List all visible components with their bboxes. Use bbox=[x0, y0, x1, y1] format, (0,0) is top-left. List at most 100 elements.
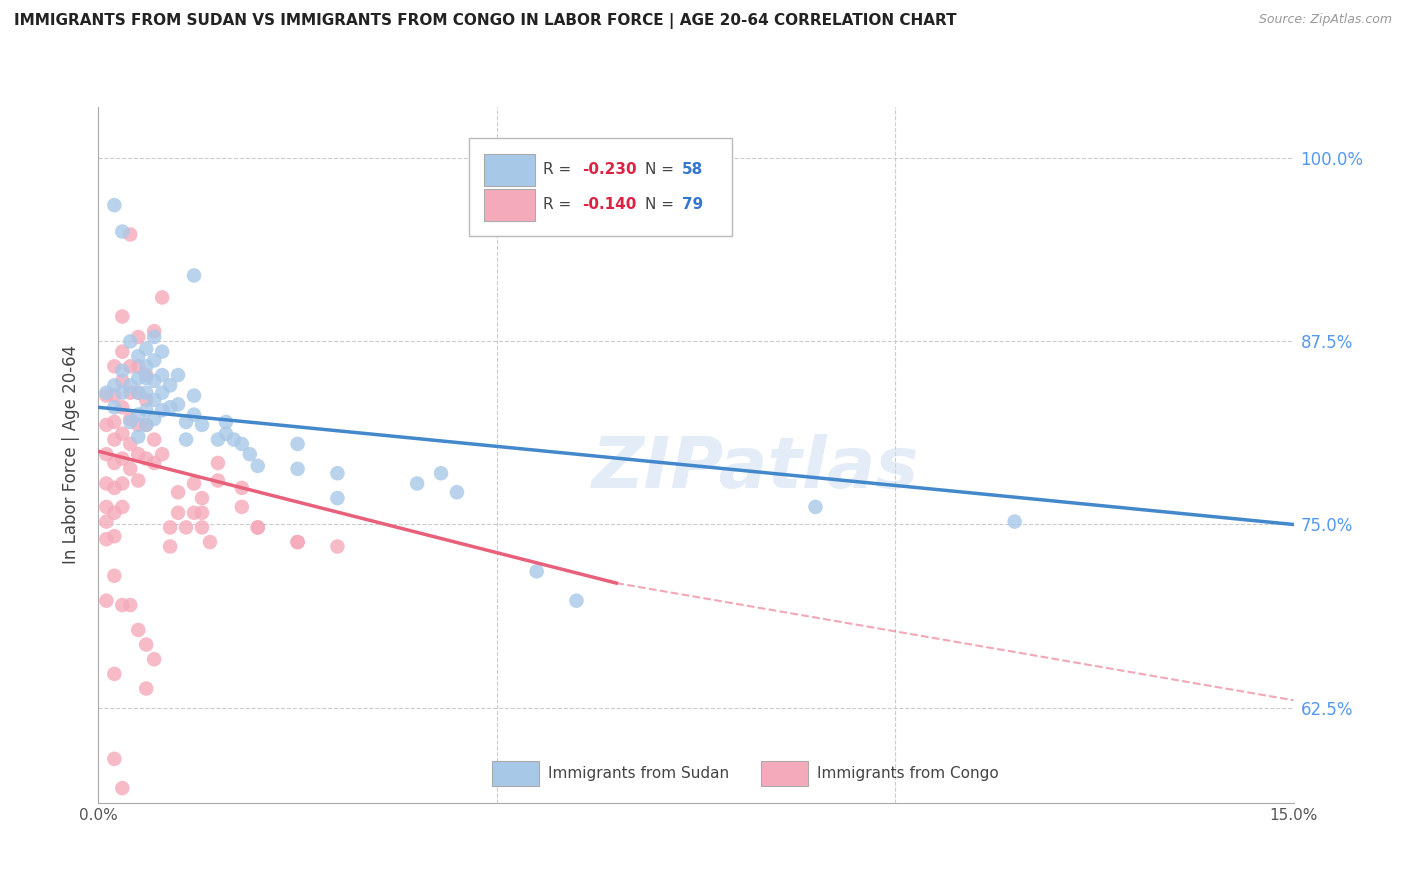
Point bbox=[120, 437, 142, 451]
FancyBboxPatch shape bbox=[761, 761, 808, 786]
Point bbox=[111, 225, 134, 239]
Point bbox=[120, 415, 142, 429]
Point bbox=[127, 474, 149, 488]
Point bbox=[111, 476, 134, 491]
Point bbox=[111, 451, 134, 466]
Point bbox=[103, 666, 125, 681]
Point bbox=[111, 598, 134, 612]
Point bbox=[111, 310, 134, 324]
Point bbox=[111, 364, 134, 378]
Point bbox=[103, 415, 125, 429]
Point bbox=[127, 447, 149, 461]
Point bbox=[246, 520, 269, 534]
Point bbox=[143, 456, 166, 470]
Point bbox=[159, 378, 181, 392]
Point bbox=[174, 433, 197, 447]
Point bbox=[135, 403, 157, 417]
Point bbox=[287, 437, 309, 451]
Point bbox=[143, 330, 166, 344]
Point bbox=[96, 593, 118, 607]
Point bbox=[159, 520, 181, 534]
Point bbox=[103, 568, 125, 582]
Point bbox=[103, 388, 125, 402]
Point bbox=[135, 681, 157, 696]
Point bbox=[127, 408, 149, 422]
Point bbox=[231, 437, 253, 451]
Point bbox=[150, 290, 173, 304]
Point bbox=[150, 403, 173, 417]
Point bbox=[135, 392, 157, 407]
Text: -0.230: -0.230 bbox=[582, 162, 637, 178]
Point bbox=[143, 433, 166, 447]
Point bbox=[127, 330, 149, 344]
Point bbox=[111, 401, 134, 415]
Text: R =: R = bbox=[543, 197, 576, 212]
Point bbox=[135, 342, 157, 356]
Point bbox=[326, 467, 349, 481]
Point bbox=[246, 520, 269, 534]
Point bbox=[231, 500, 253, 514]
Text: Source: ZipAtlas.com: Source: ZipAtlas.com bbox=[1258, 13, 1392, 27]
Point bbox=[215, 415, 238, 429]
Point bbox=[103, 481, 125, 495]
Text: 79: 79 bbox=[682, 197, 703, 212]
Point bbox=[135, 385, 157, 400]
FancyBboxPatch shape bbox=[485, 189, 534, 221]
Point bbox=[183, 268, 205, 283]
Point bbox=[127, 429, 149, 443]
FancyBboxPatch shape bbox=[485, 154, 534, 186]
Point bbox=[167, 485, 190, 500]
Point bbox=[150, 344, 173, 359]
Point bbox=[207, 433, 229, 447]
Point bbox=[111, 374, 134, 388]
Point bbox=[246, 458, 269, 473]
Point bbox=[127, 385, 149, 400]
Point bbox=[135, 417, 157, 432]
Point bbox=[111, 426, 134, 441]
Point bbox=[804, 500, 827, 514]
Point bbox=[103, 456, 125, 470]
Point bbox=[103, 433, 125, 447]
Point bbox=[143, 412, 166, 426]
Point bbox=[111, 781, 134, 796]
Point bbox=[143, 374, 166, 388]
Point bbox=[287, 535, 309, 549]
Point bbox=[150, 368, 173, 383]
Text: N =: N = bbox=[644, 197, 679, 212]
Point bbox=[120, 598, 142, 612]
Point bbox=[159, 540, 181, 554]
Point bbox=[103, 529, 125, 543]
Point bbox=[96, 476, 118, 491]
Point bbox=[143, 652, 166, 666]
Point bbox=[174, 520, 197, 534]
Point bbox=[111, 344, 134, 359]
Point bbox=[120, 378, 142, 392]
Point bbox=[135, 638, 157, 652]
Point bbox=[127, 385, 149, 400]
Text: N =: N = bbox=[644, 162, 679, 178]
Y-axis label: In Labor Force | Age 20-64: In Labor Force | Age 20-64 bbox=[62, 345, 80, 565]
Point bbox=[565, 593, 588, 607]
Point bbox=[287, 535, 309, 549]
Text: -0.140: -0.140 bbox=[582, 197, 637, 212]
Point bbox=[183, 388, 205, 402]
Point bbox=[96, 385, 118, 400]
Point bbox=[143, 324, 166, 338]
Point bbox=[222, 433, 245, 447]
Point bbox=[120, 359, 142, 374]
Point bbox=[167, 368, 190, 383]
Point bbox=[326, 491, 349, 505]
Point bbox=[96, 417, 118, 432]
Point bbox=[167, 506, 190, 520]
Point bbox=[127, 359, 149, 374]
Point bbox=[120, 462, 142, 476]
Point bbox=[103, 198, 125, 212]
Point bbox=[287, 462, 309, 476]
Text: Immigrants from Congo: Immigrants from Congo bbox=[817, 766, 998, 781]
Point bbox=[96, 388, 118, 402]
Point bbox=[103, 506, 125, 520]
Point bbox=[96, 532, 118, 546]
Point bbox=[215, 426, 238, 441]
Point bbox=[120, 227, 142, 242]
Point bbox=[150, 385, 173, 400]
